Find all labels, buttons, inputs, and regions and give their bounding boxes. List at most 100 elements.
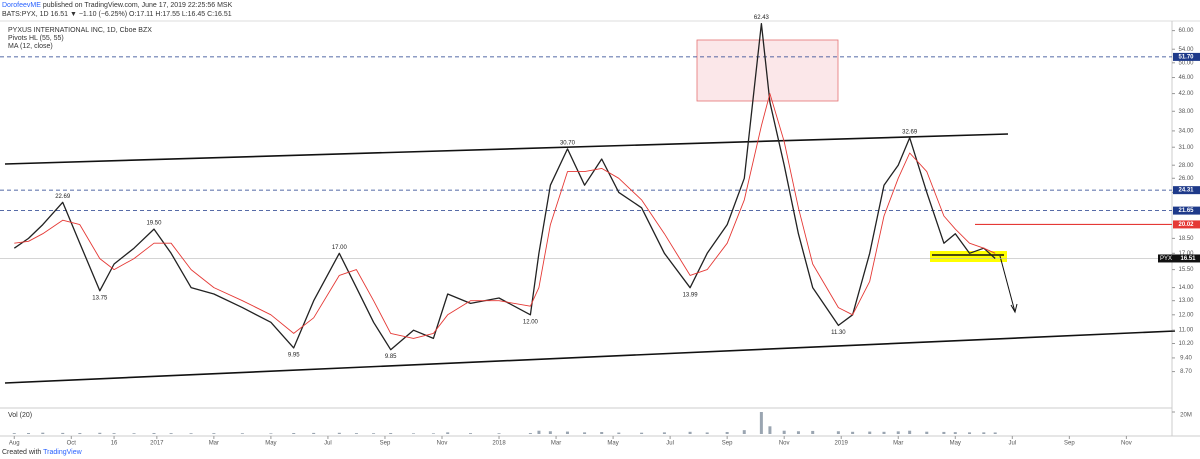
volume-bar <box>640 432 644 434</box>
y-tick-label: 26.00 <box>1178 176 1194 182</box>
volume-bar <box>169 433 173 434</box>
arrow-head <box>1010 303 1018 314</box>
level-label: 21.65 <box>1178 208 1194 214</box>
volume-bar <box>688 431 692 434</box>
volume-bar <box>212 433 216 434</box>
volume-bar <box>836 431 840 434</box>
pivot-label: 13.99 <box>683 292 699 298</box>
level-label: 51.70 <box>1178 54 1194 60</box>
x-tick-label: Mar <box>551 441 561 447</box>
volume-bar <box>372 433 376 434</box>
pivot-label: 13.75 <box>92 295 108 301</box>
published: published on TradingView.com, June 17, 2… <box>43 2 233 9</box>
volume-bar <box>982 432 986 434</box>
footer: Created with TradingView <box>2 449 83 456</box>
last-price-label: 16.51 <box>1180 256 1196 262</box>
x-tick-label: May <box>607 441 618 447</box>
volume-bar <box>112 433 116 434</box>
x-tick-label: 2017 <box>150 441 164 447</box>
pivot-label: 32.69 <box>902 129 918 135</box>
x-tick-label: Nov <box>1121 441 1132 447</box>
y-tick-label: 17.00 <box>1178 251 1194 257</box>
footer-brand[interactable]: TradingView <box>43 449 82 456</box>
volume-bar <box>583 432 587 434</box>
volume-bar <box>411 433 415 434</box>
volume-bar <box>565 431 569 434</box>
x-tick-label: Nov <box>437 441 448 447</box>
pivot-label: 62.43 <box>754 15 770 21</box>
volume-bar <box>896 431 900 434</box>
pivot-label: 17.00 <box>332 245 348 251</box>
arrow <box>999 255 1016 313</box>
y-tick-label: 34.00 <box>1178 128 1194 134</box>
volume-bar <box>431 433 435 434</box>
volume-bar <box>528 433 532 434</box>
indicator: Pivots HL (55, 55) <box>8 35 64 42</box>
pivot-label: 11.30 <box>831 330 846 336</box>
y-tick-label: 9.40 <box>1180 355 1192 361</box>
volume-bar <box>446 432 450 434</box>
volume-bar <box>725 432 729 434</box>
header: DorofeevME published on TradingView.com,… <box>2 2 233 9</box>
y-tick-label: 14.00 <box>1178 285 1194 291</box>
y-tick-label: 8.70 <box>1180 369 1192 375</box>
pivot-label: 12.00 <box>523 319 539 325</box>
y-tick-label: 18.50 <box>1178 236 1194 242</box>
y-tick-label: 28.00 <box>1178 163 1194 169</box>
x-tick-label: Sep <box>1064 441 1075 447</box>
volume-bar <box>968 432 972 434</box>
volume-bar <box>312 432 316 434</box>
y-tick-label: 60.00 <box>1178 28 1194 34</box>
volume-bar <box>742 430 746 434</box>
support-box <box>930 251 1007 262</box>
volume-bar <box>617 432 621 434</box>
y-tick-label: 42.00 <box>1178 91 1194 97</box>
volume-bar <box>882 431 886 434</box>
volume-bar <box>337 432 341 434</box>
x-tick-label: May <box>950 441 961 447</box>
level-tag <box>1173 220 1200 229</box>
pivot-label: 9.85 <box>385 354 397 360</box>
pivot-label: 22.69 <box>55 194 71 200</box>
x-tick-label: Jul <box>324 441 332 447</box>
pivot-label: 30.70 <box>560 141 576 147</box>
x-tick-label: Jul <box>1008 441 1016 447</box>
volume-bar <box>41 432 45 434</box>
volume-bar <box>942 431 946 434</box>
x-tick-label: Aug <box>9 441 20 447</box>
footer-created: Created with <box>2 449 41 456</box>
pivot-label: 9.95 <box>288 352 300 358</box>
chart-title: PYXUS INTERNATIONAL INC, 1D, Cboe BZX <box>8 27 152 34</box>
volume-bar <box>78 433 82 434</box>
volume-bar <box>152 433 156 434</box>
channel-lower <box>4 330 1176 384</box>
x-tick-label: May <box>265 441 276 447</box>
volume-bar <box>925 431 929 434</box>
volume-bar <box>389 433 393 434</box>
volume-bar <box>354 433 358 434</box>
volume-bar <box>796 431 800 434</box>
y-tick-label: 31.00 <box>1178 145 1194 151</box>
y-tick-label: 46.00 <box>1178 75 1194 81</box>
volume-bar <box>908 430 912 434</box>
volume-bar <box>548 431 552 434</box>
y-tick-label: 38.00 <box>1178 109 1194 115</box>
volume-bar <box>269 433 273 434</box>
volume-bar <box>61 432 65 434</box>
ma-legend: MA (12, close) <box>8 43 53 50</box>
x-tick-label: 2018 <box>492 441 506 447</box>
author[interactable]: DorofeevME <box>2 2 41 9</box>
volume-bar <box>189 433 193 434</box>
level-tag <box>1173 186 1200 195</box>
y-tick-label: 15.50 <box>1178 267 1194 273</box>
x-tick-label: Oct <box>67 441 77 447</box>
volume-bar <box>705 432 709 434</box>
volume-bar <box>292 433 296 434</box>
volume-bar <box>759 412 763 434</box>
volume-bar <box>768 426 772 434</box>
volume-bar <box>953 432 957 434</box>
volume-bar <box>782 430 786 434</box>
highlight-box <box>696 39 839 102</box>
x-tick-label: 2019 <box>835 441 849 447</box>
